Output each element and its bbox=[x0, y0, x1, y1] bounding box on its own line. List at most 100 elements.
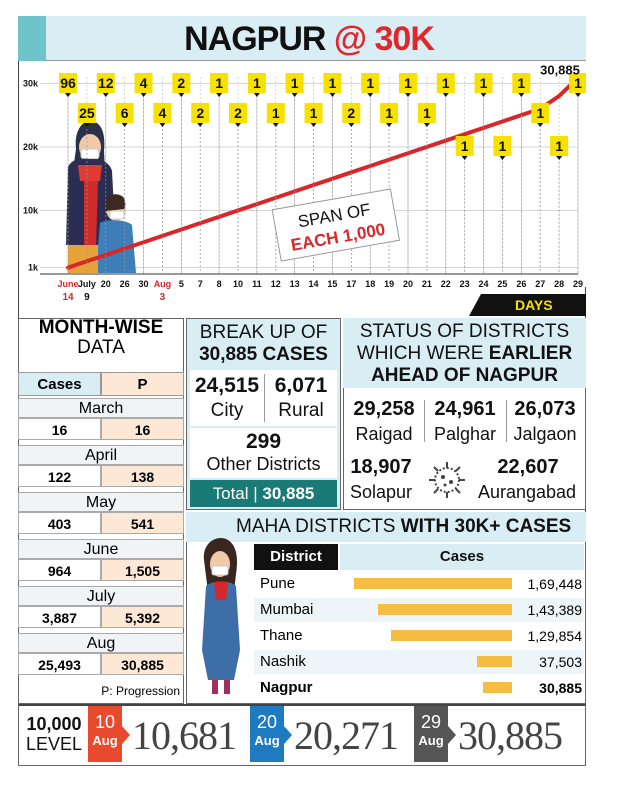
masked-woman-illustration bbox=[202, 538, 240, 694]
city-label: City bbox=[210, 400, 244, 421]
maha-row bbox=[254, 676, 584, 700]
x-tick-label: 10 bbox=[233, 279, 243, 289]
x-tick-label: 14 bbox=[309, 279, 319, 289]
days-marker-box bbox=[266, 103, 285, 123]
col-header-cases: Cases bbox=[18, 372, 101, 396]
month-label: Aug bbox=[18, 633, 184, 653]
level-month: Aug bbox=[92, 733, 118, 748]
days-marker-box bbox=[436, 73, 455, 93]
maha-district-name: Nagpur bbox=[260, 679, 313, 696]
month-label: July bbox=[18, 586, 184, 606]
days-marker-pointer bbox=[65, 93, 71, 97]
days-marker-label: 1 bbox=[499, 138, 507, 154]
rural-label: Rural bbox=[278, 400, 324, 421]
x-tick-label: 24 bbox=[479, 279, 489, 289]
other-box bbox=[190, 428, 337, 478]
month-progression: 30,885 bbox=[101, 653, 184, 675]
month-wise-title: MONTH-WISE DATA bbox=[18, 318, 184, 358]
header-accent bbox=[18, 16, 46, 61]
days-marker-label: 1 bbox=[253, 75, 261, 91]
days-marker-label: 2 bbox=[196, 105, 204, 121]
days-marker-pointer bbox=[102, 93, 109, 97]
x-tick-label: 7 bbox=[198, 279, 203, 289]
days-marker-label: 2 bbox=[177, 75, 185, 91]
days-marker-box bbox=[380, 103, 399, 123]
other-label: Other Districts bbox=[206, 454, 321, 474]
x-tick-label: 8 bbox=[217, 279, 222, 289]
days-marker-label: 4 bbox=[159, 105, 167, 121]
breakup-title-line-2: 30,885 CASES bbox=[199, 344, 328, 365]
month-cases: 16 bbox=[18, 418, 101, 440]
days-marker-box bbox=[210, 73, 229, 93]
days-marker-box bbox=[285, 73, 304, 93]
days-marker-box bbox=[399, 73, 417, 93]
days-marker-label: 1 bbox=[423, 105, 431, 121]
days-marker-label: 2 bbox=[347, 105, 355, 121]
maha-row bbox=[254, 650, 584, 674]
x-tick-label: 20 bbox=[101, 279, 111, 289]
maha-district-name: Mumbai bbox=[260, 601, 314, 618]
x-tick-label-2: 9 bbox=[84, 292, 90, 303]
days-marker-label: 1 bbox=[272, 105, 280, 121]
days-marker-label: 1 bbox=[310, 105, 318, 121]
level-month: Aug bbox=[418, 733, 444, 748]
level-label: 10,000 LEVEL bbox=[22, 714, 86, 754]
maha-cases-value: 37,503 bbox=[539, 654, 582, 670]
maha-bar bbox=[354, 578, 512, 589]
days-marker-box bbox=[493, 136, 512, 156]
month-label: March bbox=[18, 398, 184, 418]
days-marker-pointer bbox=[178, 93, 185, 97]
x-tick-label: 13 bbox=[290, 279, 300, 289]
breakup-title: BREAK UP OF 30,885 CASES bbox=[186, 322, 341, 366]
days-marker-box bbox=[474, 73, 493, 93]
level-arrow bbox=[284, 726, 292, 744]
x-tick-label: 26 bbox=[120, 279, 130, 289]
x-tick-label: 30 bbox=[139, 279, 149, 289]
y-tick-label: 1k bbox=[28, 263, 39, 273]
days-marker-pointer bbox=[405, 93, 411, 97]
district-name-raigad: Raigad bbox=[355, 424, 413, 444]
days-marker-pointer bbox=[556, 156, 563, 160]
days-marker-box bbox=[569, 73, 586, 93]
month-cases: 403 bbox=[18, 512, 101, 534]
city-rural-box bbox=[190, 370, 337, 426]
x-tick-label-2: 3 bbox=[160, 292, 166, 303]
level-date-box: 20 Aug bbox=[250, 706, 284, 762]
days-marker-box bbox=[342, 103, 361, 123]
days-marker-label: 6 bbox=[121, 105, 129, 121]
header-band bbox=[18, 16, 586, 61]
days-marker-box bbox=[134, 73, 153, 93]
days-marker-label: 1 bbox=[385, 105, 393, 121]
x-tick-label-2: 14 bbox=[62, 292, 74, 303]
maha-cases-value: 1,43,389 bbox=[527, 602, 583, 618]
days-marker-box bbox=[247, 73, 266, 93]
y-tick-label: 30k bbox=[23, 78, 39, 88]
maha-bar bbox=[378, 604, 512, 615]
maha-bar bbox=[391, 630, 512, 641]
days-marker-box bbox=[96, 73, 115, 93]
days-marker-pointer bbox=[140, 93, 147, 97]
days-marker-label: 1 bbox=[574, 75, 582, 91]
x-tick-label: 25 bbox=[497, 279, 507, 289]
x-tick-label: 5 bbox=[179, 279, 184, 289]
days-marker-label: 1 bbox=[480, 75, 488, 91]
days-marker-label: 1 bbox=[215, 75, 223, 91]
days-marker-box bbox=[115, 103, 134, 123]
district-value-aurangabad: 22,607 bbox=[497, 456, 559, 478]
days-marker-label: 12 bbox=[98, 75, 114, 91]
days-marker-label: 1 bbox=[517, 75, 525, 91]
days-marker-pointer bbox=[518, 93, 525, 97]
district-value-raigad: 29,258 bbox=[353, 398, 415, 420]
month-cases: 122 bbox=[18, 465, 101, 487]
status-title: STATUS OF DISTRICTS WHICH WERE EARLIER A… bbox=[343, 318, 586, 388]
city-value: 24,515 bbox=[194, 374, 260, 397]
x-axis-title: DAYS bbox=[515, 297, 553, 313]
city-rural-divider bbox=[264, 374, 265, 422]
mother-child-illustration bbox=[66, 121, 136, 273]
days-marker-pointer bbox=[461, 156, 468, 160]
x-axis-ticks: June 14 July 9 20 26 30 Aug 3 5 7 8 10 11 12 13 14 15 17 18… bbox=[57, 279, 583, 303]
status-divider-2 bbox=[506, 400, 507, 442]
level-arrow bbox=[122, 726, 130, 744]
days-marker-box bbox=[59, 73, 77, 93]
days-marker-box bbox=[361, 73, 380, 93]
